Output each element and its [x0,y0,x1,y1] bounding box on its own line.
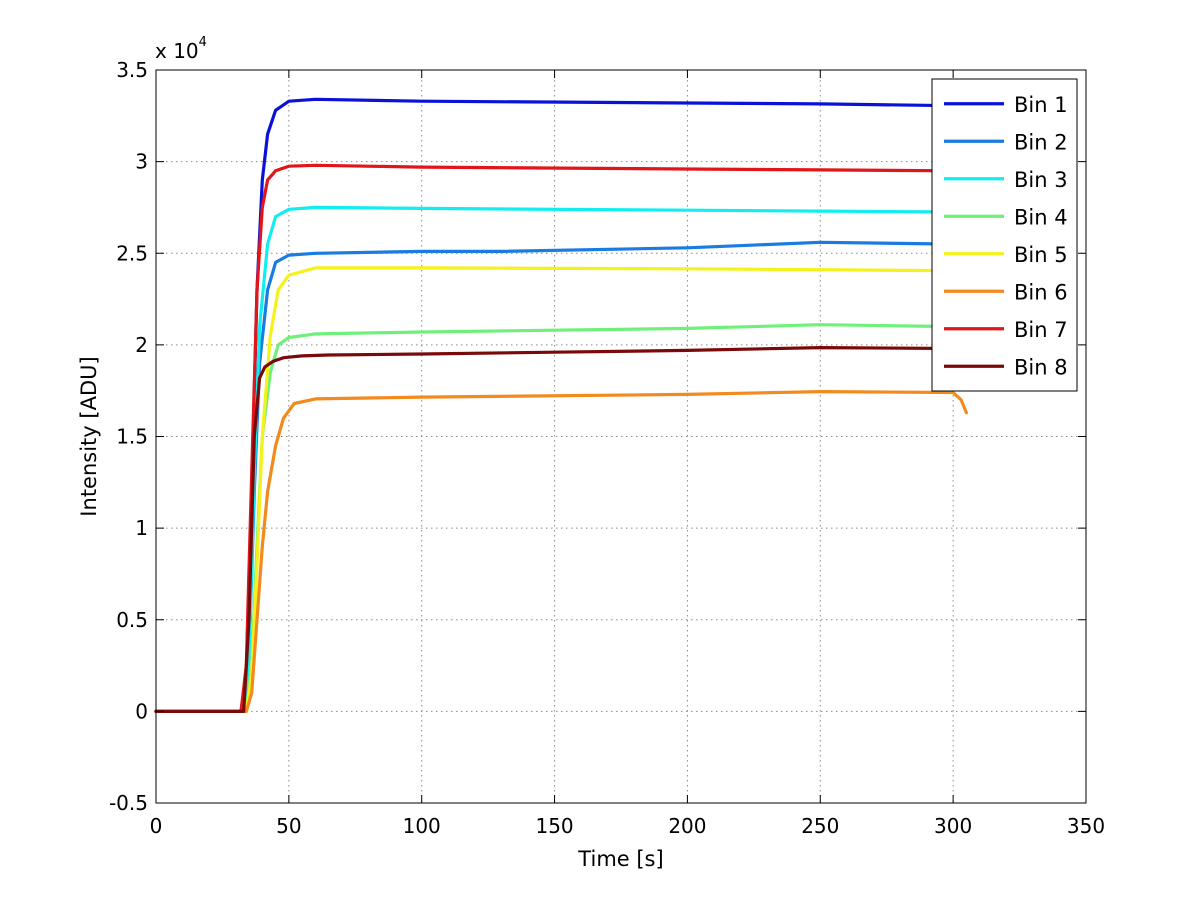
legend-label-bin-6: Bin 6 [1014,280,1068,304]
y-tick-label: 2 [135,333,148,357]
x-axis-label: Time [s] [577,847,663,871]
x-tick-label: 250 [801,814,839,838]
y-tick-label: 3.5 [116,58,148,82]
y-tick-label: 1 [135,516,148,540]
x-tick-label: 0 [150,814,163,838]
legend-label-bin-2: Bin 2 [1014,130,1068,154]
x-tick-label: 50 [276,814,301,838]
legend: Bin 1 Bin 2 Bin 3 Bin 4 Bin 5 Bin 6 Bin 7 Bin 8 [931,78,1078,392]
legend-entries: Bin 1 Bin 2 Bin 3 Bin 4 Bin 5 Bin 6 Bin 7 Bin 8 [944,93,1068,379]
series-line-bin-8 [154,346,969,714]
x-tick-label: 100 [403,814,441,838]
x-tick-label: 200 [668,814,706,838]
y-multiplier-exponent: 4 [199,35,207,50]
x-tick-label: 300 [934,814,972,838]
y-tick-label: 0 [135,699,148,723]
y-tick-label: 2.5 [116,241,148,265]
x-tick-labels: 0 50 100 150 200 250 300 350 [150,814,1105,838]
y-tick-label: 0.5 [116,608,148,632]
series-line-bin-6 [154,390,969,714]
y-tick-label: 3 [135,150,148,174]
y-tick-label: 1.5 [116,425,148,449]
series-lines [154,97,969,714]
legend-label-bin-4: Bin 4 [1014,205,1068,229]
x-tick-label: 150 [535,814,573,838]
y-multiplier-base: x 10 [155,39,199,63]
legend-box [931,78,1078,392]
legend-label-bin-1: Bin 1 [1014,93,1068,117]
series-line-bin-5 [154,266,969,714]
y-axis-label: Intensity [ADU] [77,356,101,516]
axis-ticks [155,69,1087,804]
y-tick-labels: -0.5 0 0.5 1 1.5 2 2.5 3 3.5 [109,58,148,815]
y-multiplier-label: x 104 [155,35,207,63]
legend-label-bin-3: Bin 3 [1014,168,1068,192]
grid-lines [156,70,1086,803]
legend-label-bin-5: Bin 5 [1014,243,1068,267]
legend-label-bin-7: Bin 7 [1014,318,1068,342]
legend-label-bin-8: Bin 8 [1014,355,1068,379]
x-tick-label: 350 [1067,814,1105,838]
y-tick-label: -0.5 [109,791,148,815]
